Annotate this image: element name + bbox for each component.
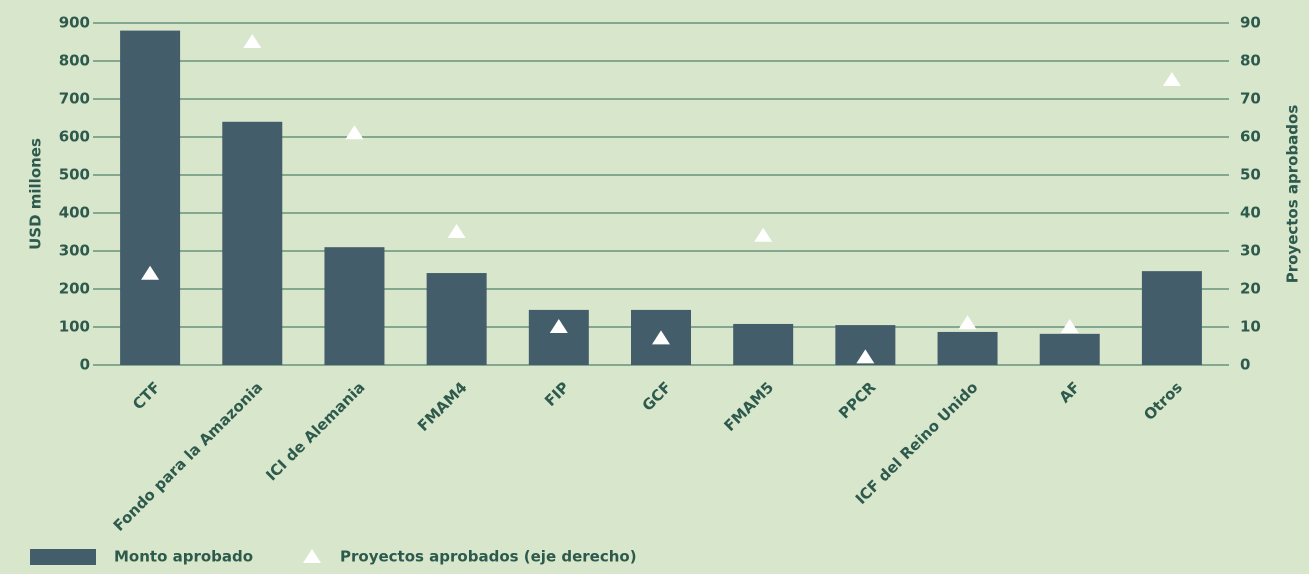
y-tick-label: 0 (80, 356, 90, 374)
y-tick-label: 200 (59, 280, 90, 298)
y-tick-label: 100 (59, 318, 90, 336)
y2-tick-label: 10 (1240, 318, 1261, 336)
bar (528, 309, 589, 365)
y2-tick-label: 60 (1240, 128, 1261, 146)
y2-tick-label: 80 (1240, 52, 1261, 70)
triangle-marker (243, 34, 262, 48)
y-tick-label: 500 (59, 166, 90, 184)
y2-tick-label: 20 (1240, 280, 1261, 298)
legend-label: Proyectos aprobados (eje derecho) (340, 548, 637, 566)
bar (120, 30, 181, 365)
y-tick-label: 600 (59, 128, 90, 146)
y2-tick-label: 30 (1240, 242, 1261, 260)
triangle-marker (754, 227, 773, 242)
bar (324, 247, 385, 365)
legend-swatch (303, 549, 321, 563)
bar (1039, 333, 1100, 365)
triangle-marker (856, 349, 875, 364)
y-tick-label: 300 (59, 242, 90, 260)
bar (222, 121, 283, 365)
bar (937, 331, 998, 365)
y2-tick-label: 40 (1240, 204, 1261, 222)
y-tick-label: 700 (59, 90, 90, 108)
legend-label: Monto aprobado (114, 548, 253, 566)
y-tick-label: 400 (59, 204, 90, 222)
y2-tick-label: 70 (1240, 90, 1261, 108)
triangle-marker (1060, 319, 1079, 333)
triangle-marker (345, 125, 364, 140)
y-tick-label: 900 (59, 14, 90, 32)
legend-swatch (30, 549, 96, 565)
triangle-marker (1162, 72, 1181, 86)
triangle-marker (652, 330, 670, 345)
bar (1141, 271, 1202, 365)
bar (426, 273, 487, 365)
y2-tick-label: 50 (1240, 166, 1261, 184)
y2-tick-label: 90 (1240, 14, 1261, 32)
triangle-marker (447, 224, 466, 238)
triangle-marker (958, 315, 977, 330)
triangle-marker (549, 319, 568, 333)
bar (733, 323, 794, 365)
y2-tick-label: 0 (1240, 356, 1250, 374)
y2-axis-title: Proyectos aprobados (1284, 105, 1302, 284)
y-axis-title: USD millones (27, 138, 45, 250)
y-tick-label: 800 (59, 52, 90, 70)
triangle-marker (141, 265, 160, 280)
